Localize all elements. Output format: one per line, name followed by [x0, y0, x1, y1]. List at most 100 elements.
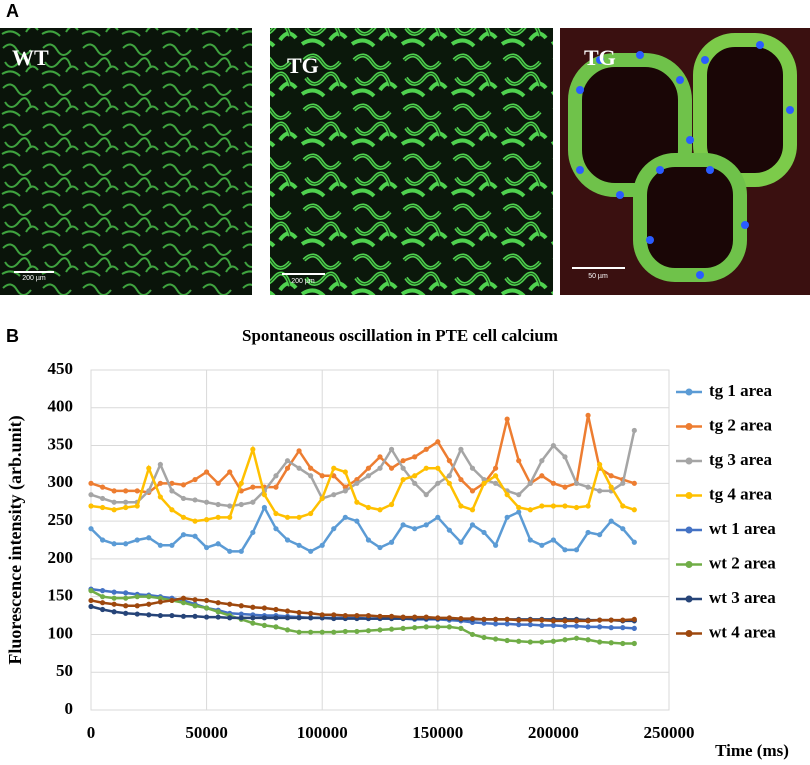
- data-point: [458, 503, 464, 509]
- data-point: [99, 600, 106, 606]
- data-point: [192, 613, 198, 619]
- data-point: [516, 458, 522, 464]
- data-point: [88, 503, 94, 509]
- data-point: [215, 501, 221, 508]
- x-tick-label: 100000: [297, 723, 348, 742]
- data-point: [585, 412, 591, 418]
- data-point: [608, 473, 614, 479]
- legend-label: tg 1 area: [709, 381, 772, 400]
- data-point: [261, 615, 267, 621]
- data-point: [284, 537, 291, 543]
- data-point: [169, 507, 175, 513]
- micrograph: [270, 28, 553, 295]
- data-point: [446, 458, 452, 464]
- data-point: [573, 635, 580, 641]
- series-line: [90, 430, 636, 508]
- data-point: [111, 601, 117, 607]
- data-point: [562, 618, 568, 624]
- data-point: [146, 594, 152, 600]
- data-point: [423, 624, 429, 630]
- data-point: [204, 614, 210, 620]
- data-point: [319, 629, 325, 635]
- data-point: [539, 622, 545, 628]
- data-point: [481, 634, 487, 641]
- legend-swatch: [685, 526, 693, 534]
- data-point: [412, 526, 418, 532]
- data-point: [238, 615, 244, 621]
- data-point: [550, 480, 557, 486]
- data-point: [308, 473, 314, 479]
- data-point: [377, 613, 383, 619]
- data-point: [180, 495, 187, 502]
- data-point: [111, 541, 117, 547]
- data-point: [111, 595, 117, 601]
- data-point: [284, 458, 291, 464]
- x-tick-label: 50000: [185, 723, 228, 742]
- data-point: [597, 639, 603, 645]
- panel-label: B: [6, 326, 19, 346]
- data-point: [157, 494, 163, 500]
- data-point: [435, 439, 441, 445]
- data-point: [331, 629, 337, 635]
- data-point: [562, 454, 568, 460]
- data-point: [169, 480, 175, 486]
- data-point: [215, 480, 221, 486]
- data-point: [597, 624, 603, 630]
- data-point: [180, 613, 187, 619]
- data-point: [227, 548, 233, 554]
- data-point: [169, 612, 175, 619]
- data-point: [261, 504, 267, 511]
- data-point: [227, 469, 233, 475]
- data-point: [296, 609, 302, 616]
- y-tick-label: 300: [48, 472, 74, 491]
- data-point: [111, 499, 117, 505]
- data-point: [273, 510, 279, 517]
- legend-swatch: [685, 561, 693, 568]
- data-point: [527, 639, 533, 645]
- data-point: [458, 615, 464, 622]
- data-point: [111, 609, 117, 615]
- data-point: [493, 465, 499, 471]
- data-point: [608, 625, 614, 631]
- data-point: [284, 627, 291, 633]
- data-point: [493, 636, 499, 642]
- data-point: [446, 624, 452, 630]
- y-tick-label: 450: [48, 359, 74, 378]
- data-point: [319, 473, 325, 479]
- data-point: [354, 499, 360, 505]
- data-point: [342, 514, 348, 520]
- data-point: [550, 503, 557, 509]
- legend-label: tg 2 area: [709, 415, 772, 434]
- image-label: TG: [584, 45, 616, 70]
- data-point: [550, 618, 557, 624]
- data-point: [134, 503, 140, 509]
- data-point: [123, 595, 129, 601]
- data-point: [273, 473, 279, 479]
- chart-title: Spontaneous oscillation in PTE cell calc…: [242, 326, 558, 345]
- data-point: [192, 476, 198, 483]
- x-tick-label: 250000: [644, 723, 695, 742]
- data-point: [215, 541, 221, 547]
- data-point: [412, 625, 418, 631]
- data-point: [354, 480, 360, 486]
- data-point: [273, 484, 279, 490]
- data-point: [493, 621, 499, 627]
- data-point: [273, 624, 279, 630]
- data-point: [377, 627, 383, 633]
- data-point: [157, 461, 163, 468]
- data-point: [631, 616, 637, 622]
- data-point: [388, 465, 395, 471]
- data-point: [423, 446, 429, 452]
- data-point: [412, 473, 418, 479]
- data-point: [227, 601, 233, 607]
- data-point: [180, 514, 187, 520]
- data-point: [331, 526, 337, 532]
- data-point: [238, 480, 244, 486]
- x-tick-label: 150000: [412, 723, 463, 742]
- data-point: [204, 517, 210, 523]
- data-point: [88, 480, 94, 486]
- data-point: [99, 484, 106, 490]
- data-point: [400, 465, 406, 471]
- data-point: [342, 488, 348, 494]
